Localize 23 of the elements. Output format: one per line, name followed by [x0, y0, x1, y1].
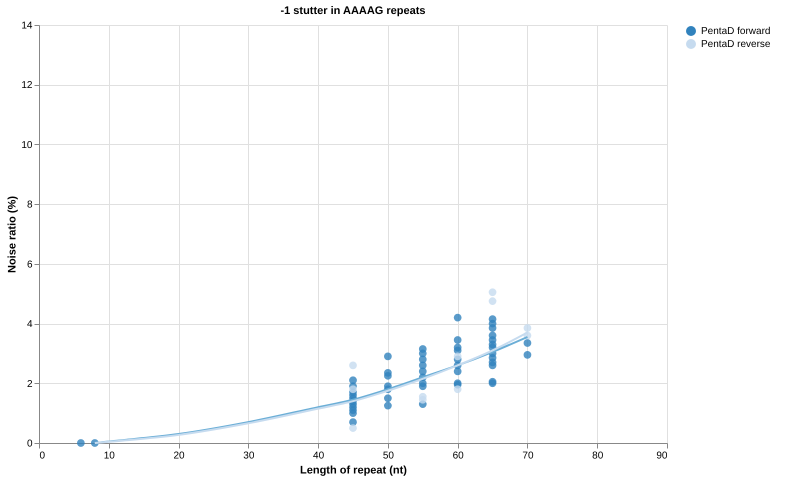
legend-label: PentaD reverse: [701, 39, 771, 50]
y-tick-label: 2: [26, 378, 33, 390]
x-tick-label: 40: [313, 450, 325, 462]
y-tick-label: 8: [26, 200, 33, 211]
x-tick-label: 10: [104, 450, 116, 462]
legend-label: PentaD forward: [701, 26, 770, 37]
x-tick-label: 90: [656, 450, 668, 462]
x-tick-label: 20: [173, 450, 186, 462]
y-tick-label: 12: [21, 80, 33, 92]
x-tick-label: 70: [522, 450, 534, 462]
y-tick-label: 14: [21, 20, 33, 32]
chart-title: -1 stutter in AAAAG repeats: [280, 5, 426, 17]
x-tick-label: 30: [243, 450, 255, 462]
y-axis-title: Noise ratio (%): [6, 196, 18, 274]
x-tick-label: 50: [382, 450, 394, 462]
x-axis-title: Length of repeat (nt): [300, 464, 408, 476]
y-tick-label: 10: [21, 140, 33, 151]
y-tick-label: 4: [26, 319, 33, 330]
x-tick-label: 80: [592, 450, 604, 462]
y-tick-label: 6: [26, 259, 33, 270]
x-tick-label: 0: [40, 450, 46, 462]
x-tick-label: 60: [452, 450, 464, 462]
y-tick-label: 0: [26, 438, 33, 450]
